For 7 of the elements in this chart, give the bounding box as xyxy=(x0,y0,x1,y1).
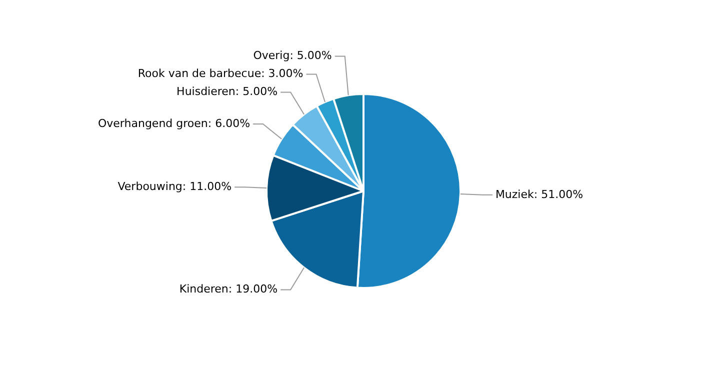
slice-label: Kinderen: 19.00% xyxy=(179,282,278,296)
slice-label: Overhangend groen: 6.00% xyxy=(98,116,250,130)
slice-label: Verbouwing: 11.00% xyxy=(118,180,232,193)
slice-label: Rook van de barbecue: 3.00% xyxy=(138,67,304,80)
slice-label: Huisdieren: 5.00% xyxy=(176,85,278,98)
slice-label: Muziek: 51.00% xyxy=(495,188,584,201)
slice-label: Overig: 5.00% xyxy=(253,49,332,62)
